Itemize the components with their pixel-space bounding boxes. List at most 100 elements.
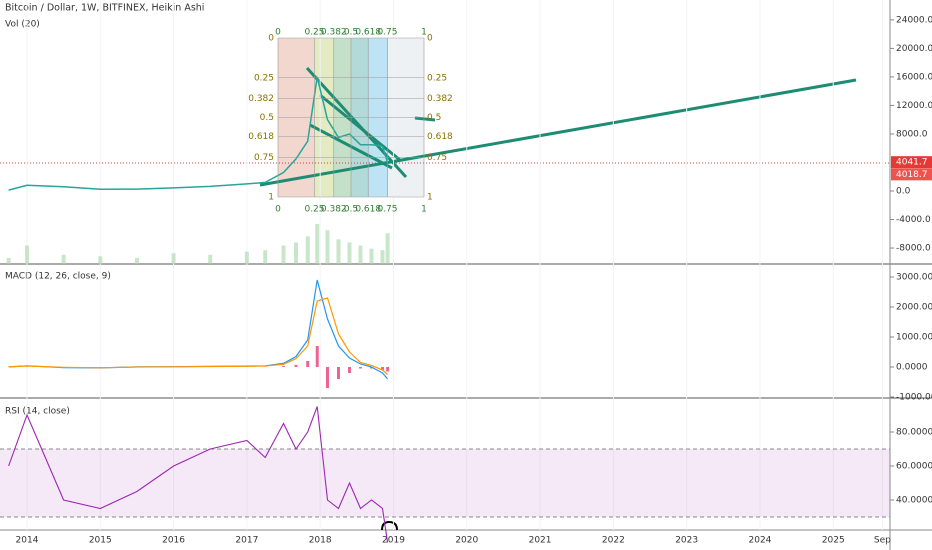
fib-label-left: 0.618 [248,132,274,142]
volume-bar [380,250,385,264]
fib-label-bottom: 0.75 [377,205,397,215]
volume-bar [281,245,286,264]
fib-label-top: 0.25 [304,28,324,38]
fib-label-right: 0.618 [427,132,453,142]
volume-bar [171,253,176,264]
x-tick-label: 2025 [822,536,845,546]
x-tick-label: 2020 [455,536,478,546]
fib-label-left: 0 [268,34,274,44]
volume-bar [325,230,330,264]
y-tick-label: -1000.0000 [896,393,932,403]
histogram-bar [380,367,384,371]
fib-label-right: 0.25 [427,73,447,83]
fib-label-right: 1 [427,193,433,203]
y-tick-label: 8000.0 [896,129,928,139]
symbol-title: Bitcoin / Dollar, 1W, BITFINEX, Heikin A… [5,3,204,14]
macd-line [8,297,388,375]
x-tick-label: 2024 [749,536,772,546]
fib-label-top: 0 [275,28,281,38]
x-tick-label: Sep [874,536,891,546]
y-tick-label: 0.0000 [896,363,928,373]
fib-label-bottom: 0.382 [321,205,347,215]
fib-label-top: 1 [421,28,427,38]
histogram-bar [347,367,351,374]
histogram-bar [336,367,340,380]
fib-label-top: 0.618 [355,28,381,38]
fib-label-right: 0.5 [427,113,441,123]
x-tick-label: 2022 [602,536,625,546]
volume-bar [369,248,374,264]
fib-label-top: 0.382 [321,28,347,38]
price-badge-label: 4041.7 [896,158,928,168]
trendline [259,78,857,187]
y-tick-label: -4000.0 [896,215,931,225]
x-tick-label: 2021 [529,536,552,546]
volume-bar [134,257,139,264]
histogram-bar [369,367,373,369]
y-tick-label: 20000.0 [896,44,932,54]
rsi-band [0,448,890,517]
histogram-bar [282,366,286,368]
trendline [305,66,408,179]
fib-label-top: 0.75 [377,28,397,38]
fib-label-bottom: 1 [421,205,427,215]
fib-label-left: 1 [268,193,274,203]
fib-label-left: 0.75 [254,153,274,163]
x-tick-label: 2018 [309,536,332,546]
trendline [414,116,436,122]
volume-bar [6,257,11,264]
price-badge [891,168,932,181]
fib-label-left: 0.25 [254,73,274,83]
x-tick-label: 2014 [16,536,39,546]
rsi-title: RSI (14, close) [5,407,70,417]
volume-bar [315,224,320,264]
volume-bar [24,245,29,264]
histogram-bar [306,361,310,368]
fib-label-bottom: 0.25 [304,205,324,215]
y-tick-label: 16000.0 [896,72,932,82]
y-tick-label: -8000.0 [896,244,931,254]
histogram-bar [386,367,390,372]
y-tick-label: 0.0 [896,186,911,196]
volume-bar [358,245,363,264]
annotation-arc [381,520,398,531]
fib-label-left: 0.5 [260,113,274,123]
x-tick-label: 2015 [89,536,112,546]
volume-bar [263,250,268,264]
y-tick-label: 60.0000 [896,461,932,471]
y-tick-label: 12000.0 [896,101,932,111]
histogram-bar [294,364,298,368]
x-tick-label: 2023 [675,536,698,546]
x-tick-label: 2016 [162,536,185,546]
volume-bar [98,256,103,264]
trendline [319,93,401,162]
volume-bar [208,254,213,264]
volume-bar [61,254,66,264]
x-tick-label: 2017 [235,536,258,546]
volume-bar [336,239,341,264]
y-tick-label: 80.0000 [896,427,932,437]
volume-bar [305,236,310,264]
y-tick-label: 3000.0000 [896,272,932,282]
histogram-bar [326,367,330,389]
fib-label-bottom: 0.618 [355,205,381,215]
macd-title: MACD (12, 26, close, 9) [5,272,111,282]
volume-label: Vol (20) [5,20,40,30]
fib-label-right: 0.75 [427,153,447,163]
fib-label-bottom: 0 [275,205,281,215]
fib-label-bottom: 0.5 [344,205,358,215]
fib-label-right: 0 [427,34,433,44]
y-tick-label: 2000.0000 [896,302,932,312]
histogram-bar [315,346,319,368]
price-badge [891,156,932,169]
volume-bar [244,251,249,264]
fib-label-top: 0.5 [344,28,358,38]
fib-label-right: 0.382 [427,94,453,104]
histogram-bar [358,367,362,369]
price-badge-label: 4018.7 [896,170,928,180]
rsi-line [8,406,389,543]
fib-label-left: 0.382 [248,94,274,104]
y-tick-label: 1000.0000 [896,333,932,343]
